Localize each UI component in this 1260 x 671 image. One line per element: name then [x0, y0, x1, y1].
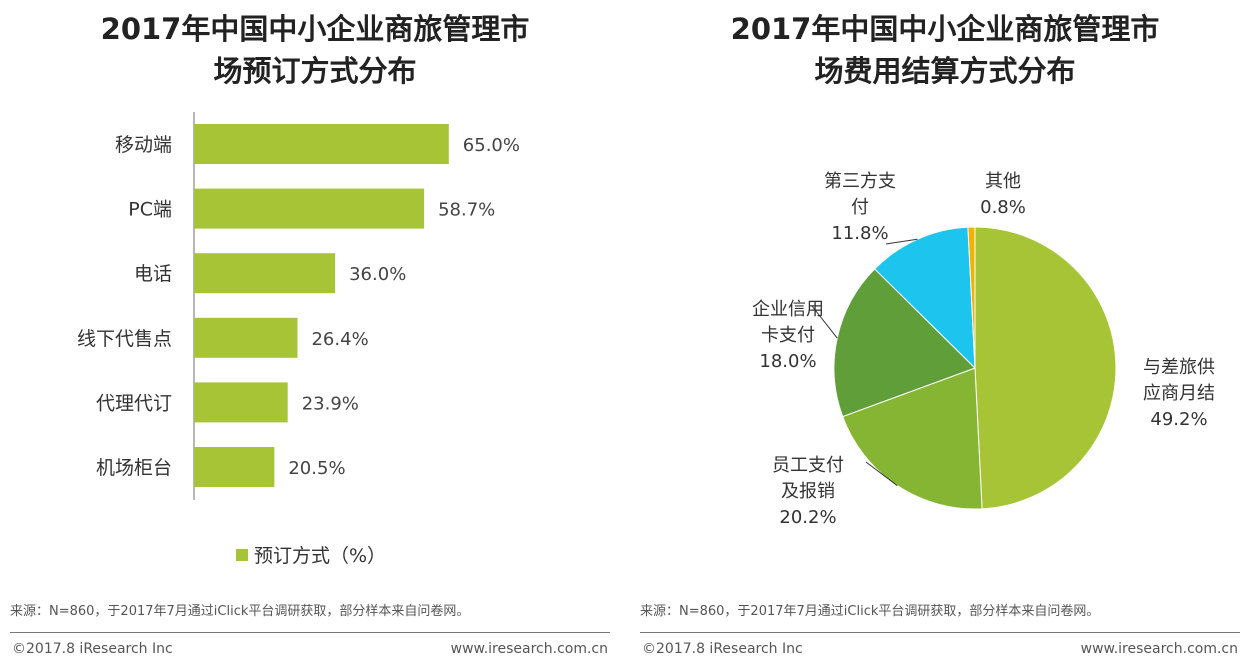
pie-label-line: 18.0%	[759, 351, 817, 372]
pie-chart-title: 2017年中国中小企业商旅管理市 场费用结算方式分布	[630, 8, 1260, 92]
bar-legend: 预订方式（%）	[236, 541, 386, 568]
footer-divider	[10, 632, 610, 633]
pie-label-line: 员工支付	[772, 455, 844, 476]
bar-chart: 移动端 65.0% PC端 58.7% 电话 36.0% 线下代售点 26.4% 代理代订 23.…	[77, 112, 520, 500]
pie-label-1: 与差旅供应商月结 49.2%	[1124, 355, 1234, 433]
value-label: 26.4%	[311, 329, 368, 350]
value-label: 23.9%	[302, 393, 359, 414]
pie-label-4: 第三方支付 11.8%	[800, 169, 920, 247]
pie-label-line: 与差旅供	[1143, 357, 1215, 378]
category-label: 电话	[134, 263, 172, 285]
pie-label-line: 49.2%	[1150, 409, 1208, 430]
pie-label-2: 员工支付及报销 20.2%	[748, 453, 868, 531]
leader-line	[811, 305, 838, 339]
pie-label-line: 20.2%	[779, 507, 837, 528]
bar-3	[194, 253, 336, 294]
source-note: 来源：N=860，于2017年7月通过iClick平台调研获取，部分样本来自问卷…	[640, 604, 1100, 619]
pie-label-line: 卡支付	[761, 325, 815, 346]
value-label: 20.5%	[288, 458, 345, 479]
leader-line	[885, 238, 918, 245]
value-label: 65.0%	[463, 135, 520, 156]
website-link[interactable]: www.iresearch.com.cn	[450, 641, 608, 657]
pie-chart-panel: 2017年中国中小企业商旅管理市 场费用结算方式分布 与差旅供应商月结 49.2%…	[630, 0, 1260, 671]
pie-label-line: 应商月结	[1143, 383, 1215, 404]
value-label: 58.7%	[438, 200, 495, 221]
pie-chart-title-line2: 场费用结算方式分布	[814, 54, 1076, 88]
pie-label-line: 第三方支	[824, 171, 896, 192]
pie-label-line: 企业信用	[752, 299, 824, 320]
bar-6	[194, 447, 275, 487]
pie-slice-3	[833, 268, 976, 418]
bar-4	[194, 317, 298, 358]
value-label: 36.0%	[349, 264, 406, 285]
pie-chart	[811, 226, 1117, 510]
bar-chart-title: 2017年中国中小企业商旅管理市 场预订方式分布	[0, 8, 630, 92]
pie-slice-1	[974, 226, 1117, 510]
category-label: 代理代订	[96, 392, 172, 414]
bar-5	[194, 382, 288, 423]
legend-swatch	[236, 549, 248, 561]
bar-1	[194, 124, 449, 164]
pie-label-5: 其他 0.8%	[958, 169, 1048, 221]
footer-divider	[640, 632, 1240, 633]
leader-line	[865, 461, 898, 486]
pie-label-line: 0.8%	[980, 197, 1026, 218]
bar-chart-panel: 2017年中国中小企业商旅管理市 场预订方式分布 移动端 65.0% PC端 58.7…	[0, 8, 630, 657]
bar-2	[194, 188, 425, 229]
pie-label-3: 企业信用卡支付 18.0%	[728, 297, 848, 375]
pie-chart-title-line1: 2017年中国中小企业商旅管理市	[730, 12, 1160, 46]
category-label: 移动端	[115, 134, 172, 156]
category-label: PC端	[128, 199, 172, 221]
pie-label-line: 11.8%	[831, 223, 889, 244]
copyright: ©2017.8 iResearch Inc	[12, 641, 173, 657]
pie-slice-5	[967, 226, 976, 369]
copyright: ©2017.8 iResearch Inc	[642, 641, 803, 657]
source-note: 来源：N=860，于2017年7月通过iClick平台调研获取，部分样本来自问卷…	[10, 604, 470, 619]
pie-label-line: 及报销	[781, 481, 835, 502]
bar-chart-title-line2: 场预订方式分布	[213, 54, 417, 88]
legend-label: 预订方式（%）	[254, 545, 387, 567]
category-label: 机场柜台	[96, 457, 172, 479]
bar-chart-title-line1: 2017年中国中小企业商旅管理市	[100, 12, 530, 46]
category-label: 线下代售点	[77, 328, 172, 350]
pie-slice-4	[873, 226, 976, 370]
pie-label-line: 付	[851, 197, 869, 218]
website-link[interactable]: www.iresearch.com.cn	[1080, 641, 1238, 657]
pie-slice-2	[841, 367, 983, 510]
pie-label-line: 其他	[985, 171, 1021, 192]
